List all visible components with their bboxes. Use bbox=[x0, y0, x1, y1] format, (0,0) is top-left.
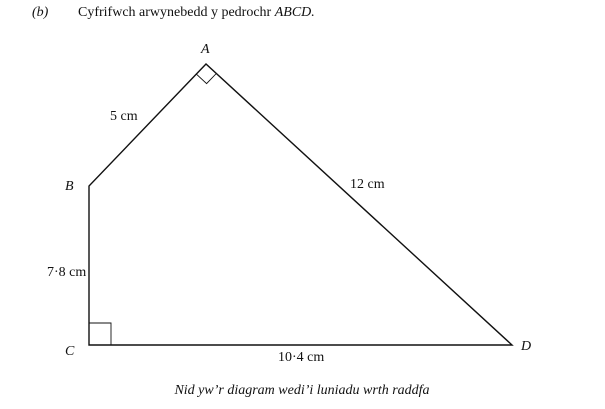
side-length: 7·8 cm bbox=[47, 265, 86, 280]
side-length: 5 cm bbox=[110, 109, 138, 124]
right-angle-a bbox=[195, 73, 217, 85]
vertex-label: C bbox=[65, 344, 75, 359]
vertex-label: B bbox=[65, 179, 74, 194]
part-label: (b) bbox=[32, 5, 49, 20]
right-angle-c bbox=[89, 322, 112, 345]
question-text: Cyfrifwch arwynebedd y pedrochr ABCD. bbox=[78, 5, 315, 20]
vertex-label: A bbox=[200, 42, 210, 57]
side-length: 10·4 cm bbox=[278, 350, 324, 365]
shape-name: ABCD. bbox=[274, 5, 315, 20]
quadrilateral bbox=[88, 63, 514, 346]
side-length: 12 cm bbox=[350, 177, 385, 192]
vertex-label: D bbox=[520, 339, 531, 354]
question-body: Cyfrifwch arwynebedd y pedrochr bbox=[78, 5, 272, 20]
scale-note: Nid yw’r diagram wedi’i luniadu wrth rad… bbox=[173, 383, 429, 398]
